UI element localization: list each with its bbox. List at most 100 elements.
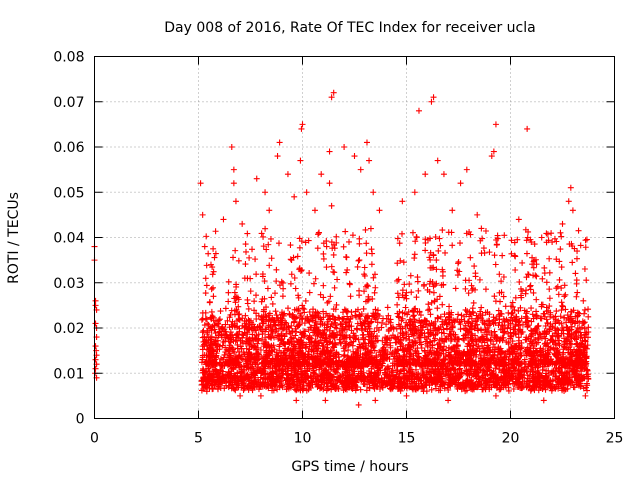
data-point [507,351,514,358]
data-point [343,269,350,276]
data-point [416,333,423,340]
data-point [573,378,580,385]
data-point [544,320,551,327]
data-point [203,380,210,387]
data-point [244,275,251,282]
data-point [396,314,403,321]
data-point [266,310,273,317]
data-point [248,377,255,384]
data-point [242,323,249,330]
data-point [370,382,377,389]
data-point [406,374,413,381]
data-point [317,314,324,321]
data-point [558,233,565,240]
data-point [307,313,314,320]
data-point [278,375,285,382]
data-point [434,305,441,312]
data-point [263,314,270,321]
data-point [214,376,221,383]
data-point [437,242,444,249]
data-point [295,292,302,299]
data-point [512,331,519,338]
data-point [582,244,589,251]
data-point [555,291,562,298]
data-point [532,272,539,279]
data-point [371,314,378,321]
data-point [533,296,540,303]
data-point [383,381,390,388]
data-point [521,378,528,385]
data-point [332,306,339,313]
data-point [462,380,469,387]
data-point [467,231,474,238]
data-point [516,278,523,285]
data-point [318,379,325,386]
data-point [515,322,522,329]
data-point [546,303,553,310]
data-point [249,334,256,341]
data-point [497,386,504,393]
data-point [239,374,246,381]
data-point [252,372,259,379]
data-point [369,250,376,257]
data-point [392,335,399,342]
data-point [201,373,208,380]
data-point [427,264,434,271]
data-point [208,333,215,340]
data-point [396,384,403,391]
data-point [502,303,509,310]
data-point [490,341,497,348]
data-point [293,383,300,390]
data-point [524,348,531,355]
data-point [434,314,441,321]
data-point [246,324,253,331]
data-point [340,345,347,352]
data-point [239,220,246,227]
data-point [378,324,385,331]
data-point [320,343,327,350]
data-point [298,377,305,384]
data-point [291,318,298,325]
data-point [258,298,265,305]
data-point [301,320,308,327]
data-point [255,312,262,319]
data-point [491,293,498,300]
data-point [199,211,206,218]
data-point [384,372,391,379]
data-point [564,385,571,392]
data-point [464,377,471,384]
data-point [303,382,310,389]
data-point [244,363,251,370]
data-point [482,227,489,234]
data-point [446,319,453,326]
data-point [371,289,378,296]
data-point [199,352,206,359]
data-point [529,367,536,374]
data-point [393,325,400,332]
data-point [402,292,409,299]
data-point [570,366,577,373]
data-point [509,375,516,382]
data-point [328,94,335,101]
data-point [305,237,312,244]
data-point [357,373,364,380]
data-point [445,397,452,404]
data-point [287,280,294,287]
data-point [523,274,530,281]
data-point [229,331,236,338]
data-point [360,380,367,387]
data-point [435,387,442,394]
data-point [564,330,571,337]
data-point [420,374,427,381]
data-point [415,107,422,114]
data-point [321,367,328,374]
data-point [481,329,488,336]
data-point [230,338,237,345]
data-point [501,317,508,324]
data-point [368,376,375,383]
data-point [218,323,225,330]
data-point [492,381,499,388]
data-point [354,263,361,270]
data-point [239,315,246,322]
data-point [426,378,433,385]
